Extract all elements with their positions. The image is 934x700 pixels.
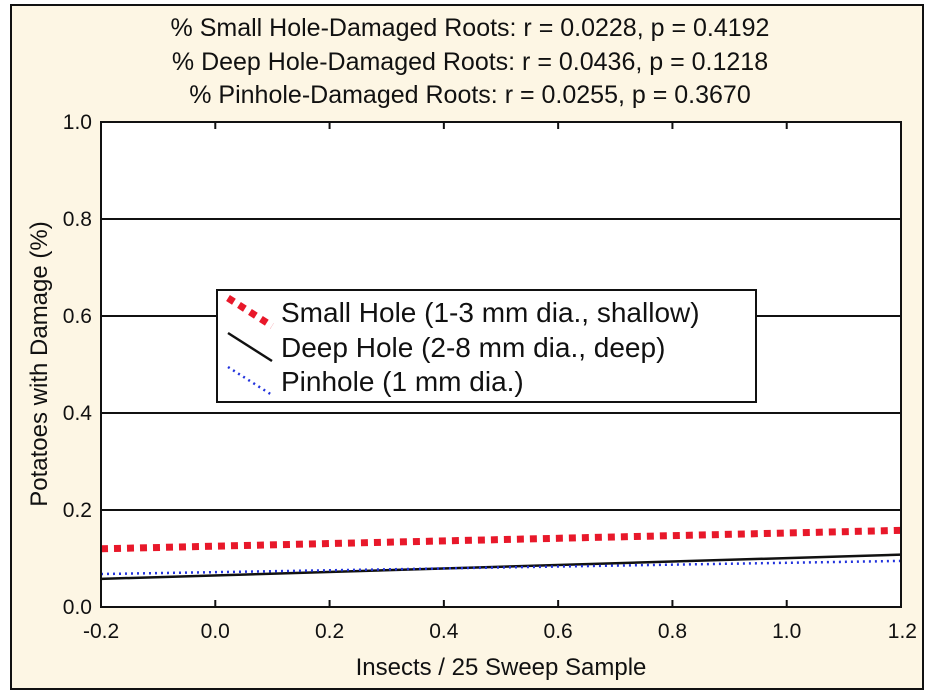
legend-swatch-1 bbox=[227, 331, 273, 363]
legend: Small Hole (1-3 mm dia., shallow) Deep Ho… bbox=[216, 289, 757, 403]
series-line-1 bbox=[100, 553, 902, 581]
header-line-small-hole: % Small Hole-Damaged Roots: r = 0.0228, … bbox=[171, 14, 770, 42]
x-tick-label: 0.2 bbox=[315, 620, 344, 643]
x-tick-label: 1.2 bbox=[888, 620, 917, 643]
x-tick-label: 0.6 bbox=[544, 620, 573, 643]
legend-label-1: Deep Hole (2-8 mm dia., deep) bbox=[281, 332, 665, 363]
header-line-deep-hole: % Deep Hole-Damaged Roots: r = 0.0436, p… bbox=[172, 48, 768, 76]
legend-box bbox=[216, 289, 757, 403]
plot-border bbox=[100, 121, 902, 608]
y-axis-ticks: 0.0 0.2 0.4 0.6 0.8 1.0 bbox=[63, 111, 901, 619]
chart-header: % Small Hole-Damaged Roots: r = 0.0228, … bbox=[171, 14, 770, 109]
x-tick-label: 0.4 bbox=[429, 620, 459, 643]
legend-swatch-2 bbox=[227, 365, 273, 397]
series-line-2 bbox=[100, 559, 902, 576]
x-axis-ticks: -0.2 0.0 0.2 0.4 0.6 0.8 1.0 1.2 bbox=[83, 122, 917, 643]
y-tick-label: 0.6 bbox=[63, 305, 92, 328]
x-tick-label: -0.2 bbox=[83, 620, 119, 643]
y-tick-label: 0.4 bbox=[63, 402, 93, 425]
y-axis-title: Potatoes with Damage (%) bbox=[26, 221, 53, 506]
series-line-0 bbox=[100, 526, 902, 553]
y-tick-label: 0.0 bbox=[63, 596, 92, 619]
series-layer bbox=[100, 526, 902, 581]
legend-swatch-0 bbox=[226, 295, 274, 329]
y-tick-label: 1.0 bbox=[63, 111, 92, 134]
legend-label-0: Small Hole (1-3 mm dia., shallow) bbox=[281, 297, 700, 328]
x-tick-label: 0.8 bbox=[658, 620, 687, 643]
y-tick-label: 0.8 bbox=[63, 208, 92, 231]
header-line-pinhole: % Pinhole-Damaged Roots: r = 0.0255, p =… bbox=[189, 81, 750, 109]
legend-label-2: Pinhole (1 mm dia.) bbox=[281, 366, 524, 397]
x-tick-label: 0.0 bbox=[201, 620, 230, 643]
x-tick-label: 1.0 bbox=[772, 620, 801, 643]
x-axis-title: Insects / 25 Sweep Sample bbox=[356, 654, 647, 681]
y-tick-label: 0.2 bbox=[63, 499, 92, 522]
